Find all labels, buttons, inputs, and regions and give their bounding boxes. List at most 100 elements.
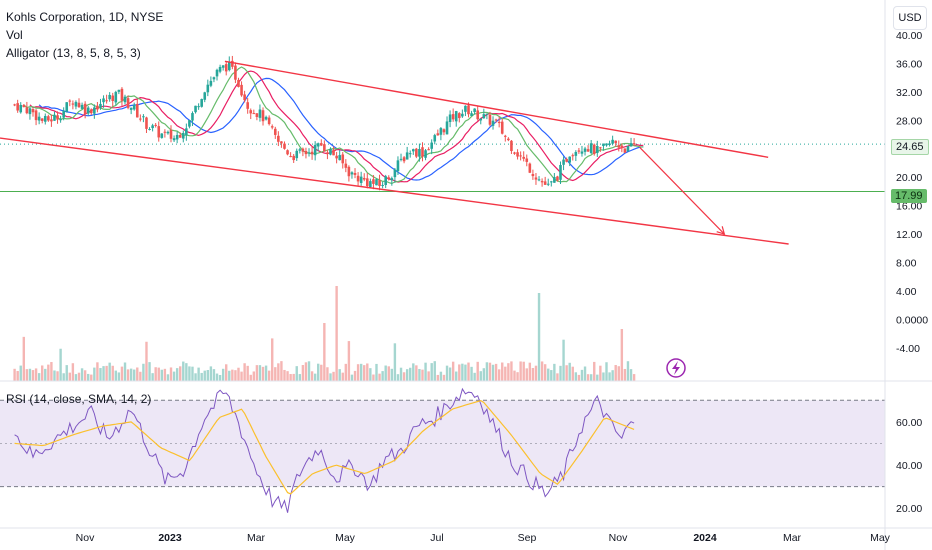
volume-bar (197, 367, 200, 381)
candle-body (151, 125, 154, 129)
volume-bar (28, 368, 32, 381)
candle-body (234, 65, 237, 80)
candle-body (396, 160, 400, 172)
rsi-indicator-label[interactable]: RSI (14, close, SMA, 14, 2) (6, 392, 152, 406)
volume-bar (255, 365, 259, 381)
volume-bar (626, 361, 630, 381)
candle-body (632, 143, 636, 145)
volume-bar (203, 370, 206, 381)
time-tick-label: May (335, 532, 356, 544)
volume-bar (298, 374, 302, 381)
volume-bar (375, 363, 378, 381)
alligator-indicator-label[interactable]: Alligator (13, 8, 5, 8, 5, 3) (6, 46, 141, 60)
volume-bar (565, 365, 568, 381)
volume-bar (218, 374, 222, 381)
volume-bar (501, 362, 504, 381)
volume-bar (593, 361, 596, 381)
candle-body (126, 98, 130, 108)
volume-bar (25, 369, 29, 381)
volume-bar (356, 364, 360, 381)
candle-body (139, 118, 142, 120)
candle-body (169, 129, 173, 139)
volume-bar (522, 361, 525, 381)
volume-bar (412, 363, 415, 381)
candle-body (362, 177, 366, 180)
volume-bar (286, 371, 289, 381)
last-price-tag: 24.65 (891, 139, 929, 155)
candle-body (277, 135, 280, 142)
rsi-tick-label: 20.00 (896, 503, 922, 515)
candle-body (237, 79, 240, 87)
time-tick-label: May (870, 532, 891, 544)
symbol-title[interactable]: Kohls Corporation, 1D, NYSE (6, 10, 164, 24)
candle-body (132, 104, 136, 110)
volume-bar (543, 364, 547, 381)
candle-body (565, 158, 568, 162)
volume-bar (129, 368, 133, 381)
candle-body (516, 152, 519, 157)
vol-indicator-label[interactable]: Vol (6, 28, 23, 42)
candle-body (399, 158, 403, 160)
price-tick-label: 20.00 (896, 172, 922, 184)
currency-button[interactable]: USD (893, 6, 927, 30)
volume-bar (151, 373, 154, 381)
volume-bar (359, 363, 363, 381)
volume-bar (491, 364, 495, 381)
lightning-icon[interactable] (666, 358, 686, 378)
time-tick-label: 2024 (693, 532, 717, 544)
time-tick-label: Nov (609, 532, 628, 544)
candle-body (445, 121, 449, 135)
candle-body (178, 135, 182, 138)
grid (0, 143, 885, 192)
volume-bar (387, 366, 390, 381)
volume-bar (175, 368, 179, 381)
candle-body (50, 119, 53, 122)
volume-bar (553, 363, 556, 381)
volume-bar (317, 363, 320, 381)
volume-bar (258, 365, 262, 381)
candle-body (37, 116, 41, 121)
candle-body (313, 144, 317, 156)
candle-body (160, 133, 164, 138)
candle-body (304, 150, 308, 155)
volume-bar (482, 368, 486, 381)
volume-bar (347, 341, 351, 381)
rsi-lines (14, 387, 635, 513)
candle-body (298, 149, 302, 151)
volume-bar (519, 361, 522, 381)
price-tick-label: 36.00 (896, 58, 922, 70)
candle-body (86, 107, 90, 114)
candle-body (540, 181, 544, 183)
rsi-band (0, 399, 885, 488)
volume-bar (246, 365, 249, 381)
candle-body (350, 172, 354, 175)
volume-bar (295, 366, 298, 381)
volume-bar (577, 374, 581, 381)
candle-body (212, 77, 216, 80)
candle-body (166, 131, 170, 134)
volume-bar (559, 365, 562, 381)
volume-bar (206, 369, 210, 381)
candle-body (329, 148, 332, 155)
candle-body (503, 135, 507, 137)
volume-bar (467, 362, 470, 381)
volume-bar (188, 366, 191, 381)
candle-body (200, 99, 203, 107)
volume-bar (363, 365, 366, 381)
volume-bar (136, 367, 139, 381)
candle-body (255, 113, 259, 118)
volume-bar (37, 373, 41, 381)
candle-body (108, 94, 111, 100)
volume-bar (583, 366, 587, 381)
volume-bar (350, 374, 354, 381)
price-tick-label: 4.00 (896, 286, 917, 298)
volume-bar (341, 372, 344, 381)
candle-body (218, 66, 222, 72)
volume-bar (470, 366, 473, 381)
volume-bar (108, 362, 111, 381)
volume-bar (614, 365, 617, 381)
candle-body (16, 103, 19, 111)
price-tick-label: 8.00 (896, 257, 917, 269)
candle-body (353, 173, 357, 175)
